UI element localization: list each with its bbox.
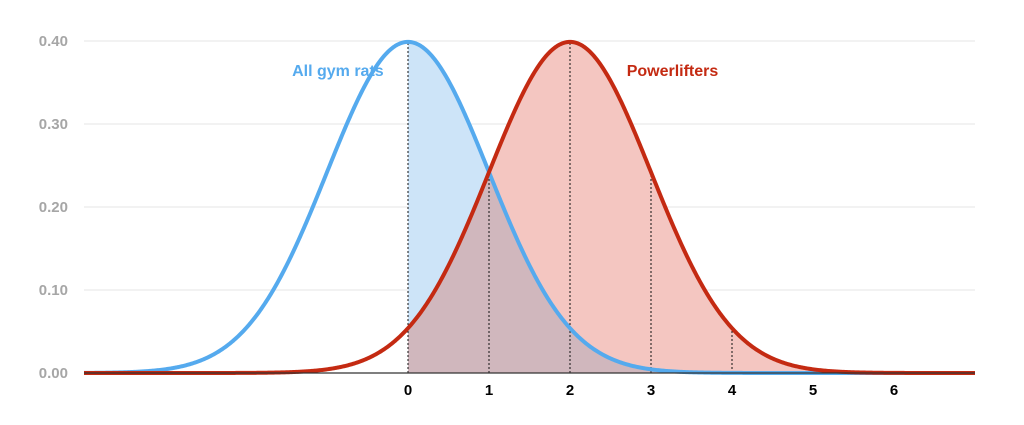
x-tick-label: 6 [890,382,898,399]
x-tick-label: 4 [728,382,737,399]
overlap-area [408,172,975,373]
y-tick-label: 0.10 [39,282,68,299]
x-tick-label: 1 [485,382,493,399]
y-tick-label: 0.40 [39,33,68,50]
series-label-gym-rats: All gym rats [292,63,384,80]
reference-lines [407,41,733,373]
labels: All gym rats Powerlifters [292,63,718,80]
y-tick-label: 0.20 [39,199,68,216]
y-tick-label: 0.30 [39,116,68,133]
x-tick-label: 2 [566,382,574,399]
shaded-areas [408,41,975,373]
x-tick-label: 0 [404,382,412,399]
x-tick-label: 3 [647,382,655,399]
y-tick-label: 0.00 [39,365,68,382]
shaded-area-powerlifters [408,41,975,373]
x-tick-label: 5 [809,382,817,399]
series-label-powerlifters: Powerlifters [627,63,719,80]
axes: 0.00 0.10 0.20 0.30 0.40 0 1 2 3 4 5 6 [39,33,975,399]
